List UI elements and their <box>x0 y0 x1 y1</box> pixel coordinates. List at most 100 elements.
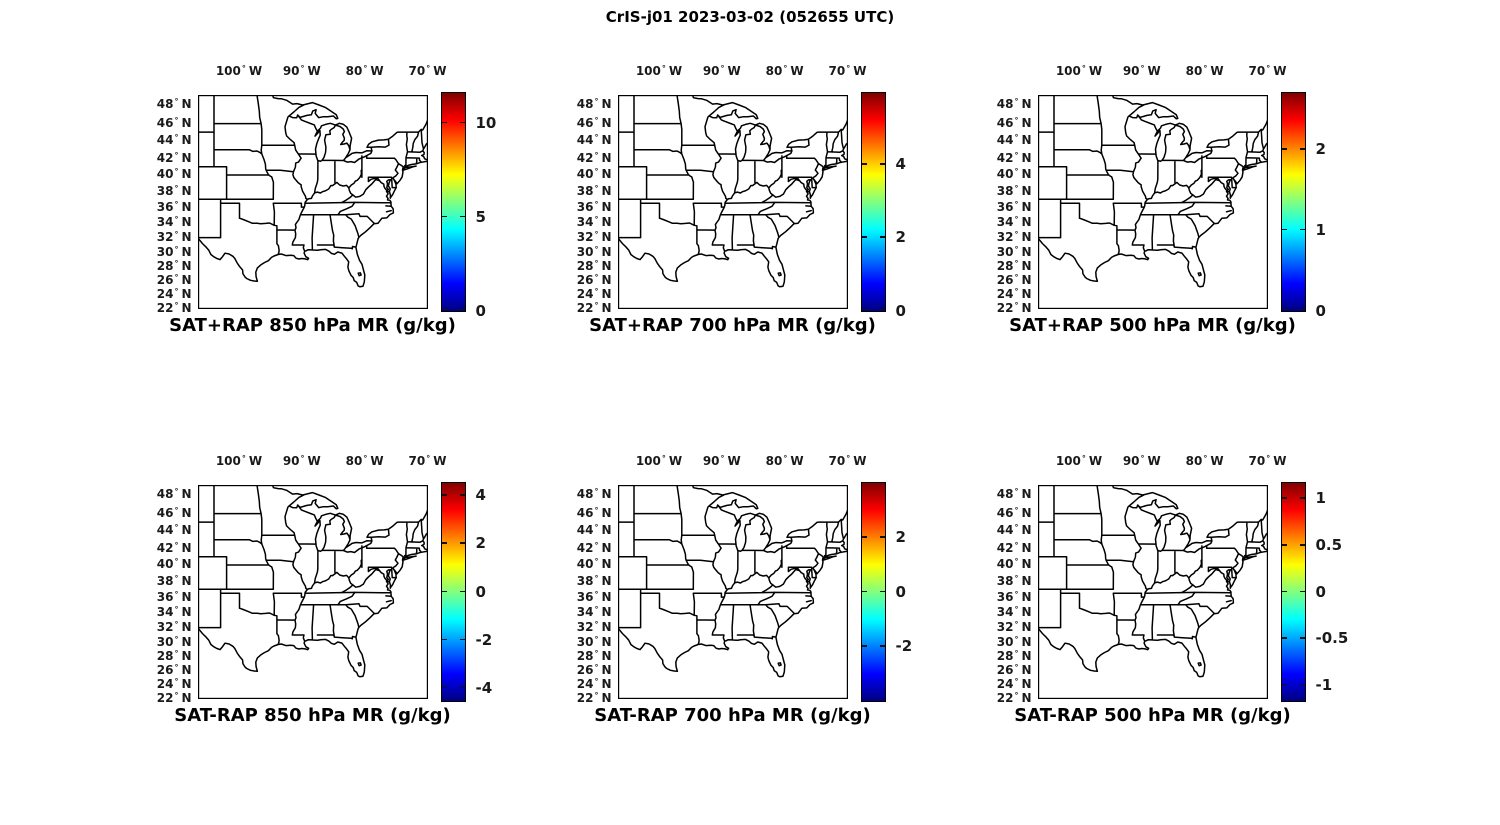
degree-symbol: ° <box>174 540 179 550</box>
degree-symbol: ° <box>594 150 599 160</box>
map-frame <box>617 484 848 699</box>
lon-tick-label: 80° W <box>345 63 384 78</box>
map-frame <box>197 94 428 309</box>
degree-symbol: ° <box>594 523 599 533</box>
colorbar-tick-mark <box>1299 497 1305 499</box>
degree-symbol: ° <box>594 505 599 515</box>
degree-symbol: ° <box>241 453 246 463</box>
map-frame <box>197 484 428 699</box>
lat-tick-label: 38° N <box>556 573 612 591</box>
lon-tick-label: 100° W <box>215 63 263 78</box>
lat-tick-label: 36° N <box>976 199 1032 217</box>
lat-tick-label: 38° N <box>136 573 192 591</box>
degree-symbol: ° <box>363 63 368 73</box>
degree-symbol: ° <box>1203 453 1208 463</box>
lat-tick-label: 48° N <box>556 486 612 504</box>
colorbar-tick-mark <box>1281 228 1287 231</box>
degree-symbol: ° <box>174 259 179 269</box>
degree-symbol: ° <box>594 244 599 254</box>
lat-tick-label: 34° N <box>556 604 612 622</box>
degree-symbol: ° <box>363 453 368 463</box>
colorbar-tick-mark <box>459 542 465 544</box>
lon-tick-label: 80° W <box>345 453 384 468</box>
lat-tick-label: 24° N <box>976 286 1032 304</box>
lat-tick-label: 42° N <box>556 150 612 168</box>
lat-tick-label: 46° N <box>136 505 192 523</box>
lat-tick-label: 44° N <box>976 522 1032 540</box>
us-map <box>617 484 848 699</box>
colorbar <box>860 481 886 702</box>
degree-symbol: ° <box>174 649 179 659</box>
degree-symbol: ° <box>661 63 666 73</box>
lat-tick-label: 30° N <box>136 244 192 262</box>
degree-symbol: ° <box>1014 663 1019 673</box>
degree-symbol: ° <box>1014 540 1019 550</box>
lat-tick-label: 26° N <box>136 662 192 680</box>
lat-tick-label: 46° N <box>556 115 612 133</box>
lat-tick-label: 36° N <box>556 199 612 217</box>
lat-tick-label: 38° N <box>976 573 1032 591</box>
colorbar-tick-mark <box>861 536 867 538</box>
degree-symbol: ° <box>174 691 179 701</box>
lat-tick-label: 22° N <box>556 690 612 708</box>
colorbar-tick-mark <box>459 638 465 641</box>
lat-tick-label: 36° N <box>556 589 612 607</box>
lat-tick-label: 46° N <box>556 505 612 523</box>
colorbar-tick-mark <box>441 686 447 689</box>
degree-symbol: ° <box>594 557 599 567</box>
degree-symbol: ° <box>594 115 599 125</box>
degree-symbol: ° <box>300 453 305 463</box>
lat-tick-label: 22° N <box>136 690 192 708</box>
degree-symbol: ° <box>594 487 599 497</box>
colorbar-tick-label: 1 <box>1315 220 1326 239</box>
lat-tick-label: 24° N <box>136 286 192 304</box>
colorbar-tick-mark <box>879 236 885 238</box>
colorbar-tick-mark <box>1299 637 1305 639</box>
colorbar-tick-mark <box>459 590 465 593</box>
degree-symbol: ° <box>1014 133 1019 143</box>
lat-tick-label: 48° N <box>976 486 1032 504</box>
degree-symbol: ° <box>1014 505 1019 515</box>
colorbar-tick-mark <box>1299 683 1305 686</box>
lon-tick-label: 90° W <box>282 63 321 78</box>
degree-symbol: ° <box>241 63 246 73</box>
colorbar-tick-mark <box>441 494 447 496</box>
degree-symbol: ° <box>1014 287 1019 297</box>
lat-tick-label: 40° N <box>976 556 1032 574</box>
degree-symbol: ° <box>174 301 179 311</box>
degree-symbol: ° <box>174 215 179 225</box>
colorbar-tick-label: 0 <box>895 582 906 601</box>
degree-symbol: ° <box>661 453 666 463</box>
lat-tick-label: 26° N <box>976 662 1032 680</box>
degree-symbol: ° <box>1266 63 1271 73</box>
lon-tick-label: 70° W <box>1248 63 1287 78</box>
lat-tick-label: 42° N <box>136 540 192 558</box>
degree-symbol: ° <box>594 605 599 615</box>
colorbar-tick-label: 4 <box>475 486 486 505</box>
colorbar-tick-mark <box>879 308 885 311</box>
degree-symbol: ° <box>174 487 179 497</box>
degree-symbol: ° <box>174 663 179 673</box>
colorbar-tick-mark <box>459 686 465 689</box>
degree-symbol: ° <box>594 97 599 107</box>
lat-tick-label: 22° N <box>136 300 192 318</box>
lat-tick-label: 28° N <box>136 258 192 276</box>
panel-title: SAT+RAP 700 hPa MR (g/kg) <box>589 314 876 336</box>
lat-tick-label: 22° N <box>976 690 1032 708</box>
degree-symbol: ° <box>174 573 179 583</box>
degree-symbol: ° <box>1081 453 1086 463</box>
us-map <box>1037 94 1268 309</box>
colorbar-tick-label: 0 <box>1315 582 1326 601</box>
panel-title: SAT-RAP 500 hPa MR (g/kg) <box>1014 704 1291 726</box>
colorbar-tick-mark <box>1281 308 1287 311</box>
panel-sat-plus-rap-850: 100° W 90° W 80° W 70° W 48° N 46° N 44° N 42° N 40° N 38… <box>136 53 556 353</box>
degree-symbol: ° <box>174 634 179 644</box>
degree-symbol: ° <box>174 244 179 254</box>
degree-symbol: ° <box>1014 605 1019 615</box>
colorbar-tick-mark <box>1281 683 1287 686</box>
lat-tick-label: 24° N <box>976 676 1032 694</box>
colorbar-tick-mark <box>459 494 465 496</box>
degree-symbol: ° <box>174 115 179 125</box>
lon-tick-label: 70° W <box>408 63 447 78</box>
lat-tick-label: 36° N <box>136 589 192 607</box>
